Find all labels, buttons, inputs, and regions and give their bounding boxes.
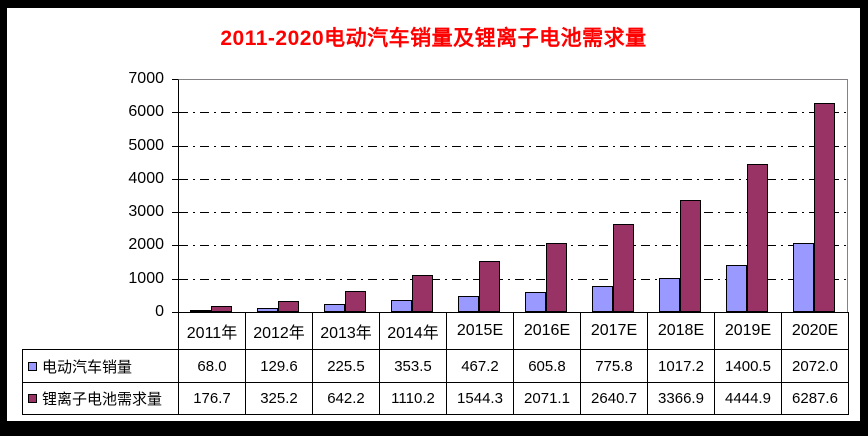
- series-name-cell-2: 锂离子电池需求量: [22, 382, 179, 415]
- gridline-3000: [179, 212, 847, 214]
- y-axis-tick-4000: [172, 178, 178, 180]
- bar-series2-2020E: [814, 102, 835, 312]
- value-cell-s1-2012年: 129.6: [245, 349, 313, 383]
- value-cell-s1-2019E: 1400.5: [714, 349, 782, 383]
- value-cell-s2-2015E: 1544.3: [446, 382, 514, 415]
- bar-series2-2019E: [747, 164, 768, 312]
- bar-series1-2019E: [726, 265, 747, 312]
- bar-series1-2017E: [592, 286, 613, 312]
- bar-series2-2016E: [546, 243, 567, 312]
- category-cell-2013年: 2013年: [312, 312, 380, 350]
- y-axis-label-6000: 6000: [128, 103, 164, 121]
- bar-series2-2011年: [211, 306, 232, 312]
- value-cell-s1-2018E: 1017.2: [647, 349, 715, 383]
- gridline-2000: [179, 245, 847, 247]
- value-cell-s2-2012年: 325.2: [245, 382, 313, 415]
- bar-series2-2017E: [613, 224, 634, 312]
- category-cell-2018E: 2018E: [647, 312, 715, 350]
- category-cell-2016E: 2016E: [513, 312, 581, 350]
- chart-title: 2011-2020电动汽车销量及锂离子电池需求量: [220, 27, 647, 50]
- category-cell-2019E: 2019E: [714, 312, 782, 350]
- value-cell-s2-2018E: 3366.9: [647, 382, 715, 415]
- value-cell-s2-2017E: 2640.7: [580, 382, 648, 415]
- bar-series1-2015E: [458, 296, 479, 312]
- y-axis-label-1000: 1000: [128, 269, 164, 287]
- legend-key-series2: [28, 394, 37, 403]
- y-axis-label-2000: 2000: [128, 236, 164, 254]
- value-cell-s1-2016E: 605.8: [513, 349, 581, 383]
- value-cell-s2-2013年: 642.2: [312, 382, 380, 415]
- bar-series1-2014年: [391, 300, 412, 312]
- bar-series1-2016E: [525, 291, 546, 312]
- series-name-label: 电动汽车销量: [42, 358, 133, 376]
- category-cell-2012年: 2012年: [245, 312, 313, 350]
- bar-series1-2012年: [257, 307, 278, 312]
- value-cell-s1-2014年: 353.5: [379, 349, 447, 383]
- value-cell-s1-2013年: 225.5: [312, 349, 380, 383]
- y-axis-label-0: 0: [155, 303, 164, 320]
- value-cell-s1-2017E: 775.8: [580, 349, 648, 383]
- value-cell-s2-2011年: 176.7: [178, 382, 246, 415]
- bar-series1-2018E: [659, 278, 680, 312]
- bar-series2-2018E: [680, 199, 701, 312]
- y-axis-tick-5000: [172, 145, 178, 147]
- value-cell-s2-2014年: 1110.2: [379, 382, 447, 415]
- bar-series1-2013年: [324, 304, 345, 312]
- value-cell-s1-2011年: 68.0: [178, 349, 246, 383]
- gridline-6000: [179, 112, 847, 114]
- value-cell-s1-2015E: 467.2: [446, 349, 514, 383]
- category-cell-2015E: 2015E: [446, 312, 514, 350]
- bar-series2-2015E: [479, 260, 500, 312]
- value-cell-s2-2020E: 6287.6: [781, 382, 849, 415]
- bar-series2-2013年: [345, 290, 366, 312]
- y-axis-label-7000: 7000: [128, 70, 164, 87]
- gridline-5000: [179, 145, 847, 147]
- category-cell-2020E: 2020E: [781, 312, 849, 350]
- bar-series1-2020E: [793, 243, 814, 312]
- y-axis-label-3000: 3000: [128, 203, 164, 221]
- value-cell-s2-2019E: 4444.9: [714, 382, 782, 415]
- bar-series2-2012年: [278, 301, 299, 312]
- gridline-1000: [179, 278, 847, 280]
- series-name-cell-1: 电动汽车销量: [22, 349, 179, 383]
- category-cell-2014年: 2014年: [379, 312, 447, 350]
- y-axis-tick-0: [172, 312, 178, 313]
- bar-series1-2011年: [190, 309, 211, 312]
- y-axis-tick-6000: [172, 112, 178, 114]
- gridline-4000: [179, 178, 847, 180]
- legend-key-series1: [28, 361, 37, 371]
- y-axis-tick-7000: [172, 79, 178, 80]
- category-cell-2011年: 2011年: [178, 312, 246, 350]
- y-axis-tick-2000: [172, 245, 178, 247]
- y-axis-tick-3000: [172, 212, 178, 214]
- value-cell-s1-2020E: 2072.0: [781, 349, 849, 383]
- category-cell-2017E: 2017E: [580, 312, 648, 350]
- y-axis-label-5000: 5000: [128, 136, 164, 154]
- y-axis-label-4000: 4000: [128, 169, 164, 187]
- value-cell-s2-2016E: 2071.1: [513, 382, 581, 415]
- bar-series2-2014年: [412, 275, 433, 312]
- y-axis-tick-1000: [172, 278, 178, 280]
- series-name-label: 锂离子电池需求量: [42, 391, 163, 408]
